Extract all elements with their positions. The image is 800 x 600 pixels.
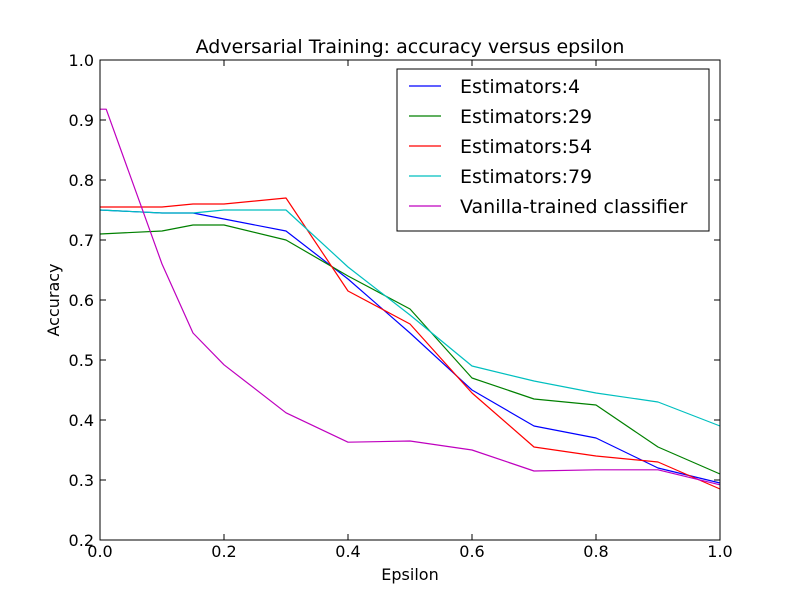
x-axis-label: Epsilon	[381, 565, 438, 584]
plot-area: 0.0 0.2 0.4 0.6 0.8 1.00.20.30.40.50.60.70.80…	[69, 51, 733, 561]
legend-label-0: Estimators:4	[460, 76, 580, 98]
legend-box	[396, 68, 710, 232]
y-tick-label-7: 0.9	[69, 111, 94, 130]
legend-label-2: Estimators:54	[460, 136, 592, 158]
y-tick-label-3: 0.5	[69, 351, 94, 370]
series-line-3	[99, 209, 721, 427]
x-tick-label-5: 1.0	[707, 542, 732, 561]
y-tick-label-6: 0.8	[69, 171, 94, 190]
x-tick-label-4: 0.8	[583, 542, 608, 561]
y-tick-label-2: 0.4	[69, 411, 94, 430]
series-line-4	[100, 108, 721, 486]
legend-label-3: Estimators:79	[460, 166, 592, 188]
y-tick-label-8: 1.0	[69, 51, 94, 70]
legend-label-1: Estimators:29	[460, 106, 592, 128]
legend-label-4: Vanilla-trained classifier	[460, 196, 688, 218]
y-axis-label: Accuracy	[44, 263, 63, 336]
y-tick-label-5: 0.7	[69, 231, 94, 250]
chart-title: Adversarial Training: accuracy versus ep…	[196, 36, 625, 58]
legend: Estimators:4 Estimators:29 Estimators:54 Es…	[396, 68, 710, 232]
y-tick-label-0: 0.2	[69, 531, 94, 550]
y-tick-label-4: 0.6	[69, 291, 94, 310]
x-tick-label-0: 0.0	[87, 542, 112, 561]
series-line-1	[99, 224, 721, 475]
series-line-2	[100, 197, 721, 490]
x-tick-label-1: 0.2	[211, 542, 236, 561]
x-tick-label-3: 0.6	[459, 542, 484, 561]
series-line-0	[99, 209, 721, 484]
y-tick-label-1: 0.3	[69, 471, 94, 490]
x-tick-label-2: 0.4	[335, 542, 360, 561]
